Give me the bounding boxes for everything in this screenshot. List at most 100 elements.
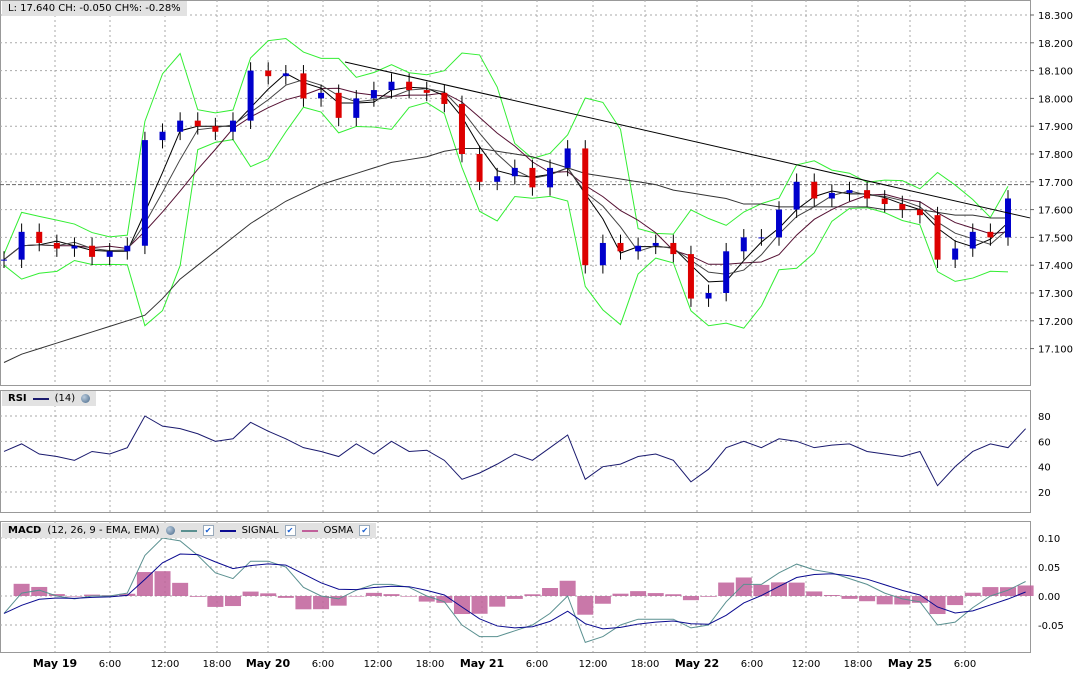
macd-tick-label: 0.05 — [1038, 563, 1060, 574]
osma-bar — [1000, 587, 1016, 596]
osma-bar — [841, 596, 858, 599]
candle-body — [1, 259, 7, 261]
slow-moving-average — [3, 87, 1009, 265]
x-tick-label: 18:00 — [844, 659, 873, 670]
osma-bar — [542, 588, 559, 596]
macd-legend: MACD (12, 26, 9 - EMA, EMA) ✔ SIGNAL ✔ O… — [2, 523, 377, 538]
candle-body — [441, 92, 448, 104]
osma-bar — [313, 596, 330, 610]
osma-bar — [524, 594, 541, 596]
settings-globe-icon[interactable] — [81, 394, 91, 403]
osma-bar — [947, 596, 964, 606]
candle-body — [89, 245, 96, 257]
rsi-tick-label: 40 — [1038, 463, 1051, 474]
osma-bar — [577, 596, 594, 615]
x-tick-label: 12:00 — [579, 659, 608, 670]
price-tick-label: 18.300 — [1038, 11, 1073, 22]
osma-bar — [929, 596, 946, 615]
signal-line-swatch — [219, 529, 236, 532]
osma-bar — [348, 596, 365, 597]
osma-bar — [189, 596, 206, 597]
candle-body — [423, 90, 430, 93]
rsi-tick-label: 60 — [1038, 437, 1051, 448]
candle-body — [265, 70, 272, 77]
osma-bar — [771, 582, 788, 596]
candle-body — [846, 190, 853, 193]
candle-body — [652, 242, 659, 246]
rsi-line-swatch — [32, 397, 49, 400]
osma-bar — [48, 594, 65, 596]
x-tick-label: May 21 — [460, 657, 504, 670]
rsi-tick-label: 20 — [1038, 488, 1051, 499]
quote-text: L: 17.640 CH: -0.050 CH%: -0.28% — [8, 3, 181, 14]
osma-bar — [665, 594, 682, 596]
macd-line-swatch — [180, 529, 197, 532]
osma-bar — [277, 596, 294, 598]
candle-body — [353, 98, 360, 118]
macd-toggle-checkbox[interactable]: ✔ — [202, 525, 214, 536]
macd-tick-label: 0.00 — [1038, 592, 1060, 603]
osma-bar — [295, 596, 312, 610]
candle-body — [564, 148, 571, 168]
x-tick-label: 18:00 — [203, 659, 232, 670]
candle-body — [318, 92, 325, 99]
candle-body — [670, 242, 677, 255]
osma-bar — [894, 596, 911, 605]
osma-bar — [964, 592, 981, 596]
candle-body — [53, 242, 60, 249]
candle-body — [388, 81, 395, 91]
macd-params: (12, 26, 9 - EMA, EMA) — [47, 525, 160, 536]
osma-bar — [154, 571, 171, 596]
price-tick-label: 17.500 — [1038, 233, 1073, 244]
osma-bar — [471, 596, 488, 614]
fast-moving-average — [3, 72, 1009, 283]
candle-body — [36, 231, 43, 243]
price-tick-label: 18.000 — [1038, 94, 1073, 105]
osma-bar — [13, 583, 30, 596]
candle-body — [740, 237, 747, 252]
macd-line — [3, 537, 1026, 644]
osma-bar — [207, 596, 224, 607]
osma-bar — [788, 582, 805, 596]
candle-body — [547, 167, 554, 188]
price-tick-label: 18.100 — [1038, 67, 1073, 78]
signal-line — [3, 553, 1026, 630]
osma-bar — [1017, 585, 1034, 596]
candle-body — [177, 120, 184, 132]
long-moving-average — [3, 147, 1008, 363]
x-tick-label: 6:00 — [312, 659, 334, 670]
candle-body — [916, 209, 923, 216]
candle-body — [300, 73, 307, 99]
candle-body — [212, 126, 219, 132]
osma-bar — [911, 596, 928, 603]
osma-toggle-checkbox[interactable]: ✔ — [359, 525, 371, 536]
osma-bar — [753, 584, 770, 596]
candle-body — [599, 242, 606, 266]
candle-body — [934, 215, 941, 260]
price-tick-label: 17.400 — [1038, 261, 1073, 272]
osma-bar — [630, 591, 647, 596]
x-tick-label: 18:00 — [631, 659, 660, 670]
x-tick-label: 6:00 — [99, 659, 121, 670]
candle-body — [582, 148, 589, 266]
price-tick-label: 17.700 — [1038, 178, 1073, 189]
macd-title: MACD — [8, 525, 42, 536]
candle-body — [458, 103, 465, 154]
candle-body — [335, 92, 342, 118]
signal-toggle-checkbox[interactable]: ✔ — [284, 525, 296, 536]
candle-body — [194, 120, 201, 127]
rsi-line — [3, 415, 1026, 487]
candle-body — [881, 198, 888, 205]
osma-bar — [594, 596, 611, 604]
osma-bar — [66, 596, 83, 597]
settings-globe-icon[interactable] — [165, 526, 175, 535]
price-tick-label: 17.300 — [1038, 289, 1073, 300]
mid-moving-average — [3, 79, 1009, 275]
osma-bar — [718, 582, 735, 596]
candle-body — [476, 154, 483, 182]
candle-body — [987, 231, 994, 238]
candle-body — [969, 231, 976, 249]
upper-bollinger-band — [3, 37, 1009, 255]
trendline — [344, 61, 1031, 219]
